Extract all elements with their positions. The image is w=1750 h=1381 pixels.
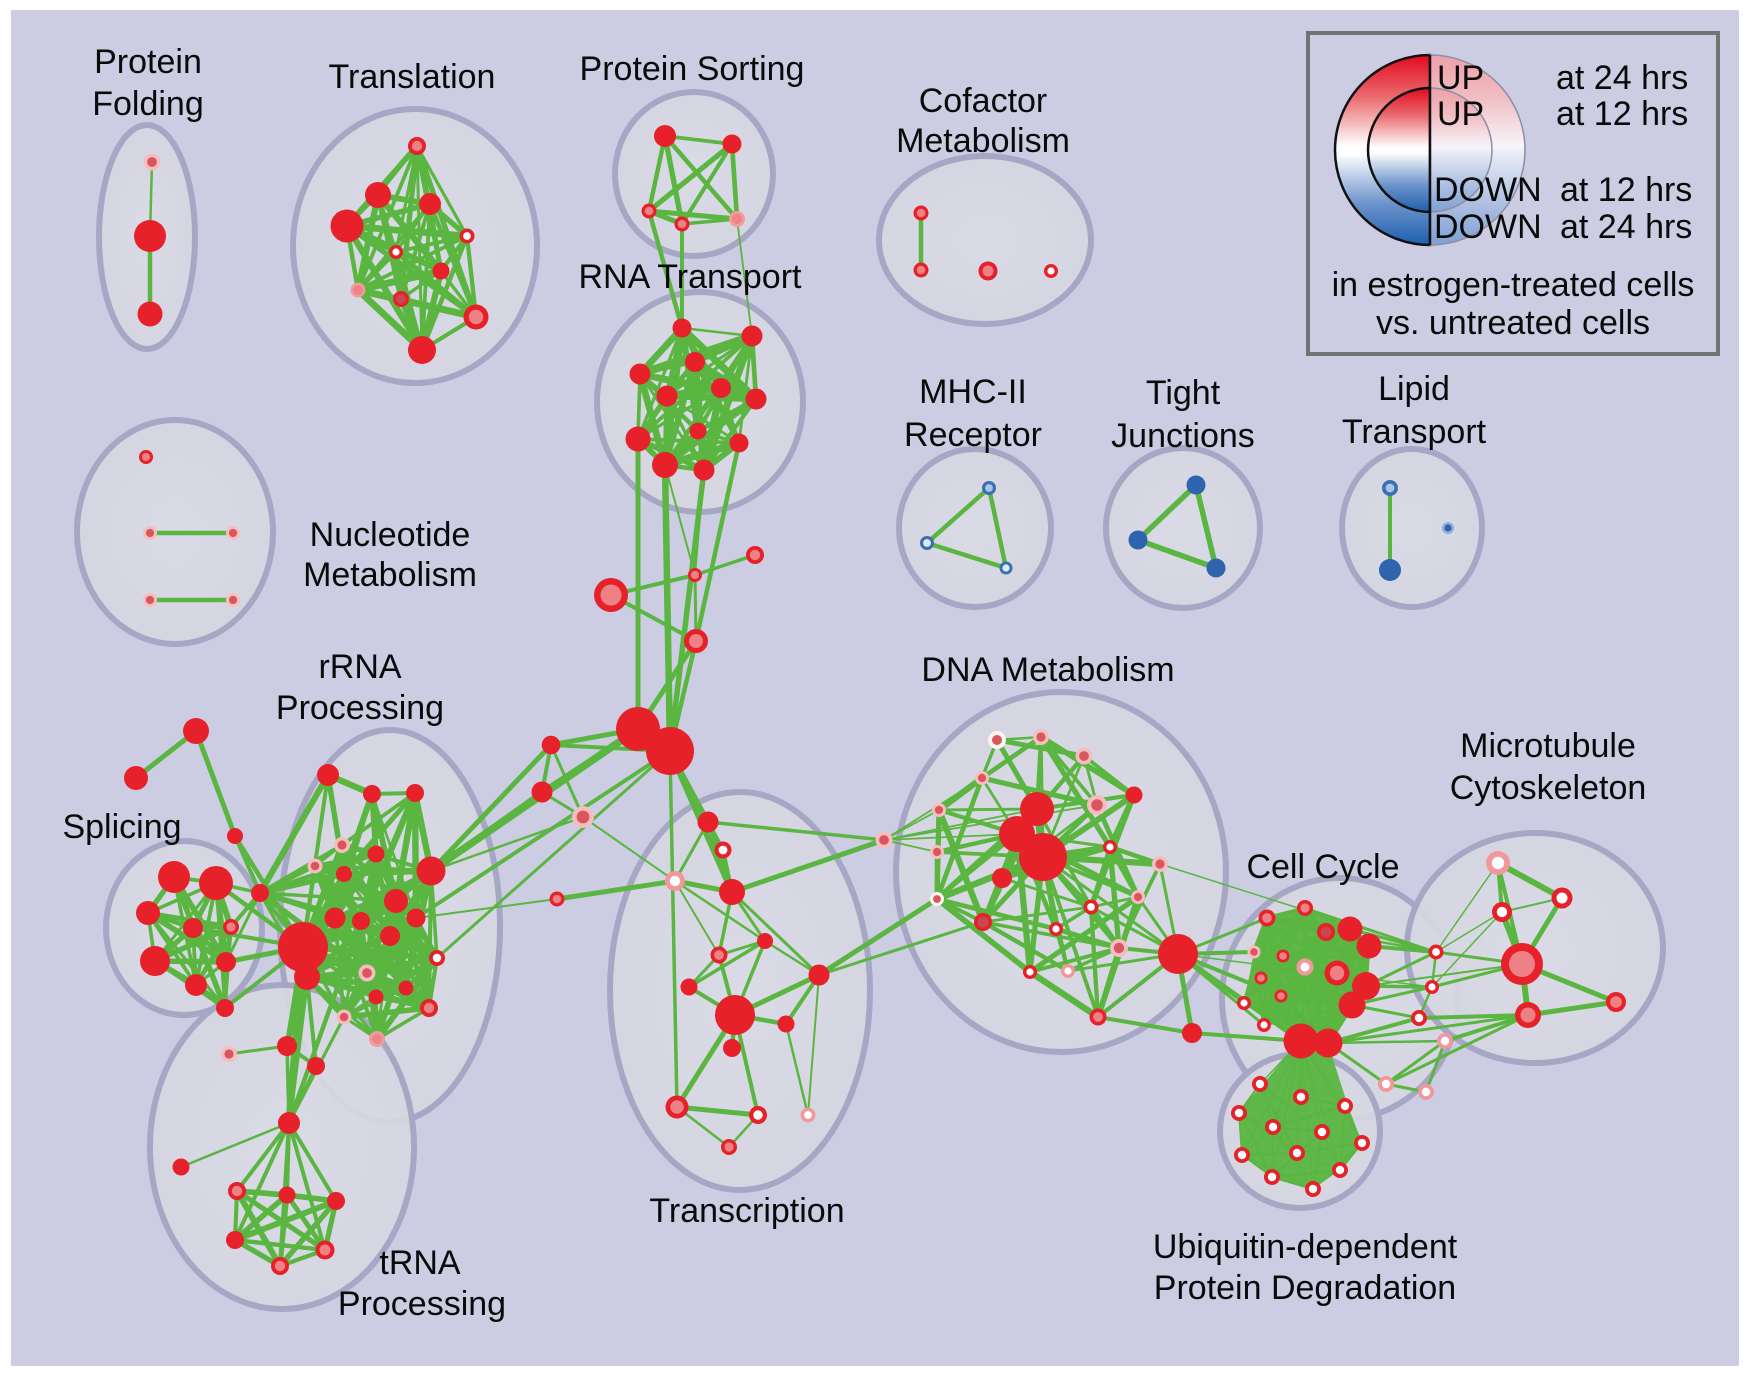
svg-text:Translation: Translation: [329, 58, 496, 96]
svg-text:Tight: Tight: [1146, 374, 1221, 412]
svg-text:DOWN: DOWN: [1434, 171, 1542, 209]
svg-text:rRNA: rRNA: [318, 648, 401, 686]
svg-text:Splicing: Splicing: [62, 808, 181, 846]
svg-text:Nucleotide: Nucleotide: [310, 516, 471, 554]
svg-text:DOWN: DOWN: [1434, 208, 1542, 246]
svg-text:at 24 hrs: at 24 hrs: [1560, 208, 1692, 246]
svg-text:Protein Sorting: Protein Sorting: [580, 50, 805, 88]
svg-text:Transcription: Transcription: [649, 1192, 844, 1230]
svg-text:in estrogen-treated cells: in estrogen-treated cells: [1332, 266, 1695, 304]
svg-text:Protein Degradation: Protein Degradation: [1154, 1269, 1456, 1307]
svg-text:MHC-II: MHC-II: [919, 373, 1027, 411]
svg-text:DNA Metabolism: DNA Metabolism: [921, 651, 1174, 689]
svg-text:vs. untreated cells: vs. untreated cells: [1376, 304, 1650, 342]
svg-text:Metabolism: Metabolism: [303, 556, 477, 594]
svg-text:tRNA: tRNA: [379, 1244, 461, 1282]
svg-text:Processing: Processing: [338, 1285, 506, 1323]
svg-text:Processing: Processing: [276, 689, 444, 727]
svg-text:Junctions: Junctions: [1111, 417, 1255, 455]
svg-text:Protein: Protein: [94, 43, 202, 81]
svg-text:Microtubule: Microtubule: [1460, 727, 1636, 765]
svg-text:at 24 hrs: at 24 hrs: [1556, 59, 1688, 97]
svg-text:Cell Cycle: Cell Cycle: [1246, 848, 1399, 886]
svg-text:Cofactor: Cofactor: [919, 82, 1048, 120]
svg-text:Cytoskeleton: Cytoskeleton: [1450, 769, 1647, 807]
svg-text:Receptor: Receptor: [904, 416, 1042, 454]
svg-text:at 12 hrs: at 12 hrs: [1560, 171, 1692, 209]
svg-text:UP: UP: [1437, 59, 1484, 97]
svg-text:RNA Transport: RNA Transport: [579, 258, 803, 296]
svg-text:at 12 hrs: at 12 hrs: [1556, 95, 1688, 133]
svg-text:Lipid: Lipid: [1378, 370, 1450, 408]
svg-text:Metabolism: Metabolism: [896, 122, 1070, 160]
svg-text:Transport: Transport: [1342, 413, 1487, 451]
svg-text:Ubiquitin-dependent: Ubiquitin-dependent: [1153, 1228, 1458, 1266]
svg-text:UP: UP: [1437, 95, 1484, 133]
svg-text:Folding: Folding: [92, 85, 204, 123]
